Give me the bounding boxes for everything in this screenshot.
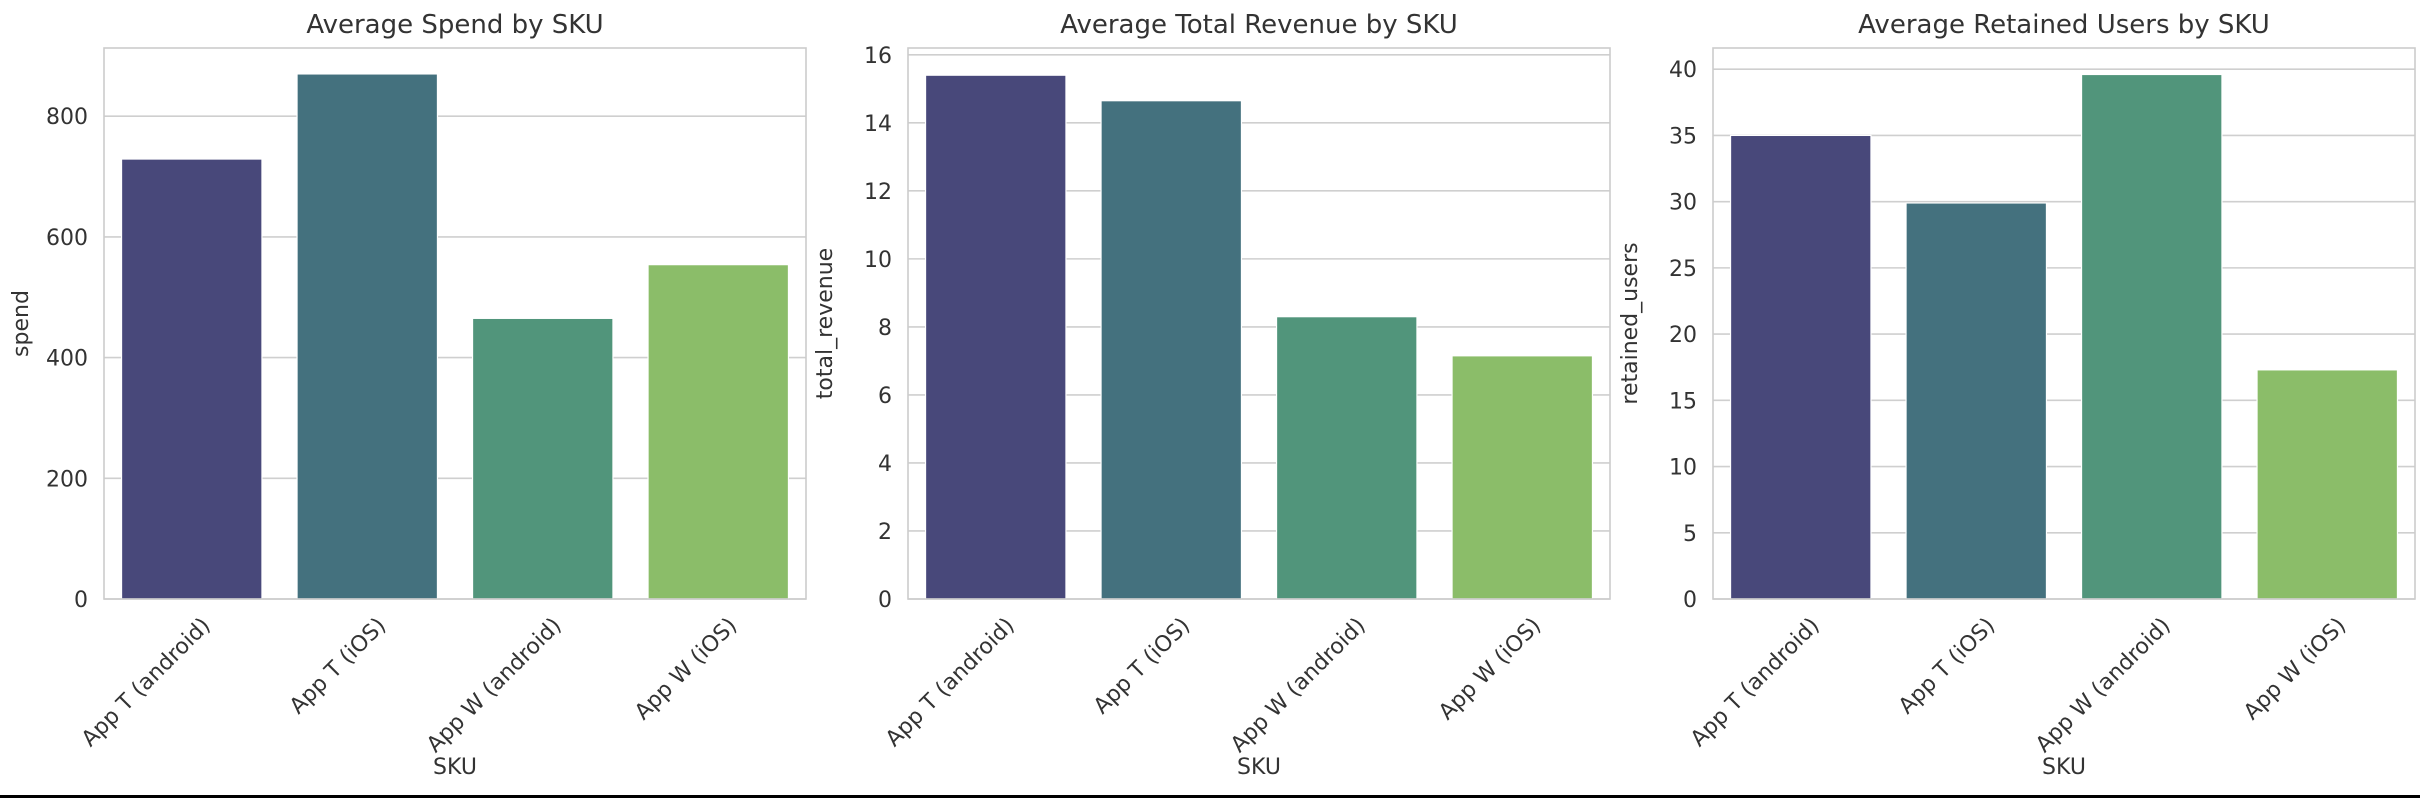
chart-title: Average Total Revenue by SKU xyxy=(1060,10,1458,40)
y-tick-label: 4 xyxy=(878,452,892,477)
y-tick-label: 6 xyxy=(878,384,892,409)
bar xyxy=(924,74,1067,600)
bar xyxy=(1729,134,1872,600)
y-tick-label: 0 xyxy=(74,588,88,613)
bar xyxy=(296,73,439,600)
x-tick-label: App T (android) xyxy=(881,613,1020,752)
x-axis-label: SKU xyxy=(1237,755,1281,780)
chart-panel-1: 0 200 400 600 800 App T (android) App T (iOS) A… xyxy=(9,10,807,780)
chart-panel-3: 0 5 10 15 20 25 30 35 40 App T (android) App T (iO… xyxy=(1618,10,2416,780)
x-axis-label: SKU xyxy=(433,755,477,780)
y-tick-label: 5 xyxy=(1683,522,1697,547)
bar xyxy=(647,264,790,600)
x-tick-label: App T (iOS) xyxy=(1894,613,2000,719)
bar xyxy=(471,317,614,600)
bar xyxy=(1905,202,2048,600)
y-tick-label: 2 xyxy=(878,520,892,545)
y-tick-label: 16 xyxy=(864,44,892,69)
y-tick-label: 30 xyxy=(1669,191,1697,216)
x-tick-label: App W (android) xyxy=(1226,613,1371,758)
y-tick-label: 14 xyxy=(864,112,892,137)
x-tick-label: App W (android) xyxy=(2031,613,2176,758)
bar xyxy=(2256,369,2399,600)
y-tick-label: 25 xyxy=(1669,257,1697,282)
y-tick-label: 35 xyxy=(1669,124,1697,149)
bottom-border xyxy=(0,795,2420,798)
bar xyxy=(2080,73,2223,600)
x-tick-label: App T (android) xyxy=(77,613,216,752)
x-tick-label: App T (iOS) xyxy=(1089,613,1195,719)
plot-frame xyxy=(1712,47,2416,600)
y-tick-label: 20 xyxy=(1669,323,1697,348)
x-tick-label: App W (iOS) xyxy=(630,613,742,725)
y-tick-label: 0 xyxy=(1683,588,1697,613)
y-axis-label: spend xyxy=(9,290,34,357)
bar xyxy=(1451,355,1594,600)
y-tick-label: 600 xyxy=(46,226,88,251)
chart-title: Average Spend by SKU xyxy=(306,10,603,40)
x-axis-label: SKU xyxy=(2042,755,2086,780)
bar xyxy=(1275,316,1418,600)
bar xyxy=(1100,100,1243,600)
y-axis-label: retained_users xyxy=(1618,242,1643,404)
x-tick-label: App T (iOS) xyxy=(285,613,391,719)
x-tick-label: App W (android) xyxy=(422,613,567,758)
y-tick-label: 800 xyxy=(46,105,88,130)
plot-frame xyxy=(907,47,1611,600)
y-tick-label: 10 xyxy=(864,248,892,273)
y-axis-label: total_revenue xyxy=(813,248,838,399)
x-tick-label: App T (android) xyxy=(1686,613,1825,752)
y-tick-label: 0 xyxy=(878,588,892,613)
y-tick-label: 400 xyxy=(46,347,88,372)
plot-frame xyxy=(103,47,807,600)
y-tick-label: 15 xyxy=(1669,389,1697,414)
x-tick-label: App W (iOS) xyxy=(2239,613,2351,725)
y-tick-label: 8 xyxy=(878,316,892,341)
y-tick-label: 40 xyxy=(1669,58,1697,83)
bar xyxy=(120,158,263,600)
x-tick-label: App W (iOS) xyxy=(1434,613,1546,725)
y-tick-label: 12 xyxy=(864,180,892,205)
chart-title: Average Retained Users by SKU xyxy=(1858,10,2270,40)
chart-panel-2: 0 2 4 6 8 10 12 14 16 App T (android) App T (iOS) A… xyxy=(813,10,1611,780)
y-tick-label: 10 xyxy=(1669,456,1697,481)
y-tick-label: 200 xyxy=(46,467,88,492)
